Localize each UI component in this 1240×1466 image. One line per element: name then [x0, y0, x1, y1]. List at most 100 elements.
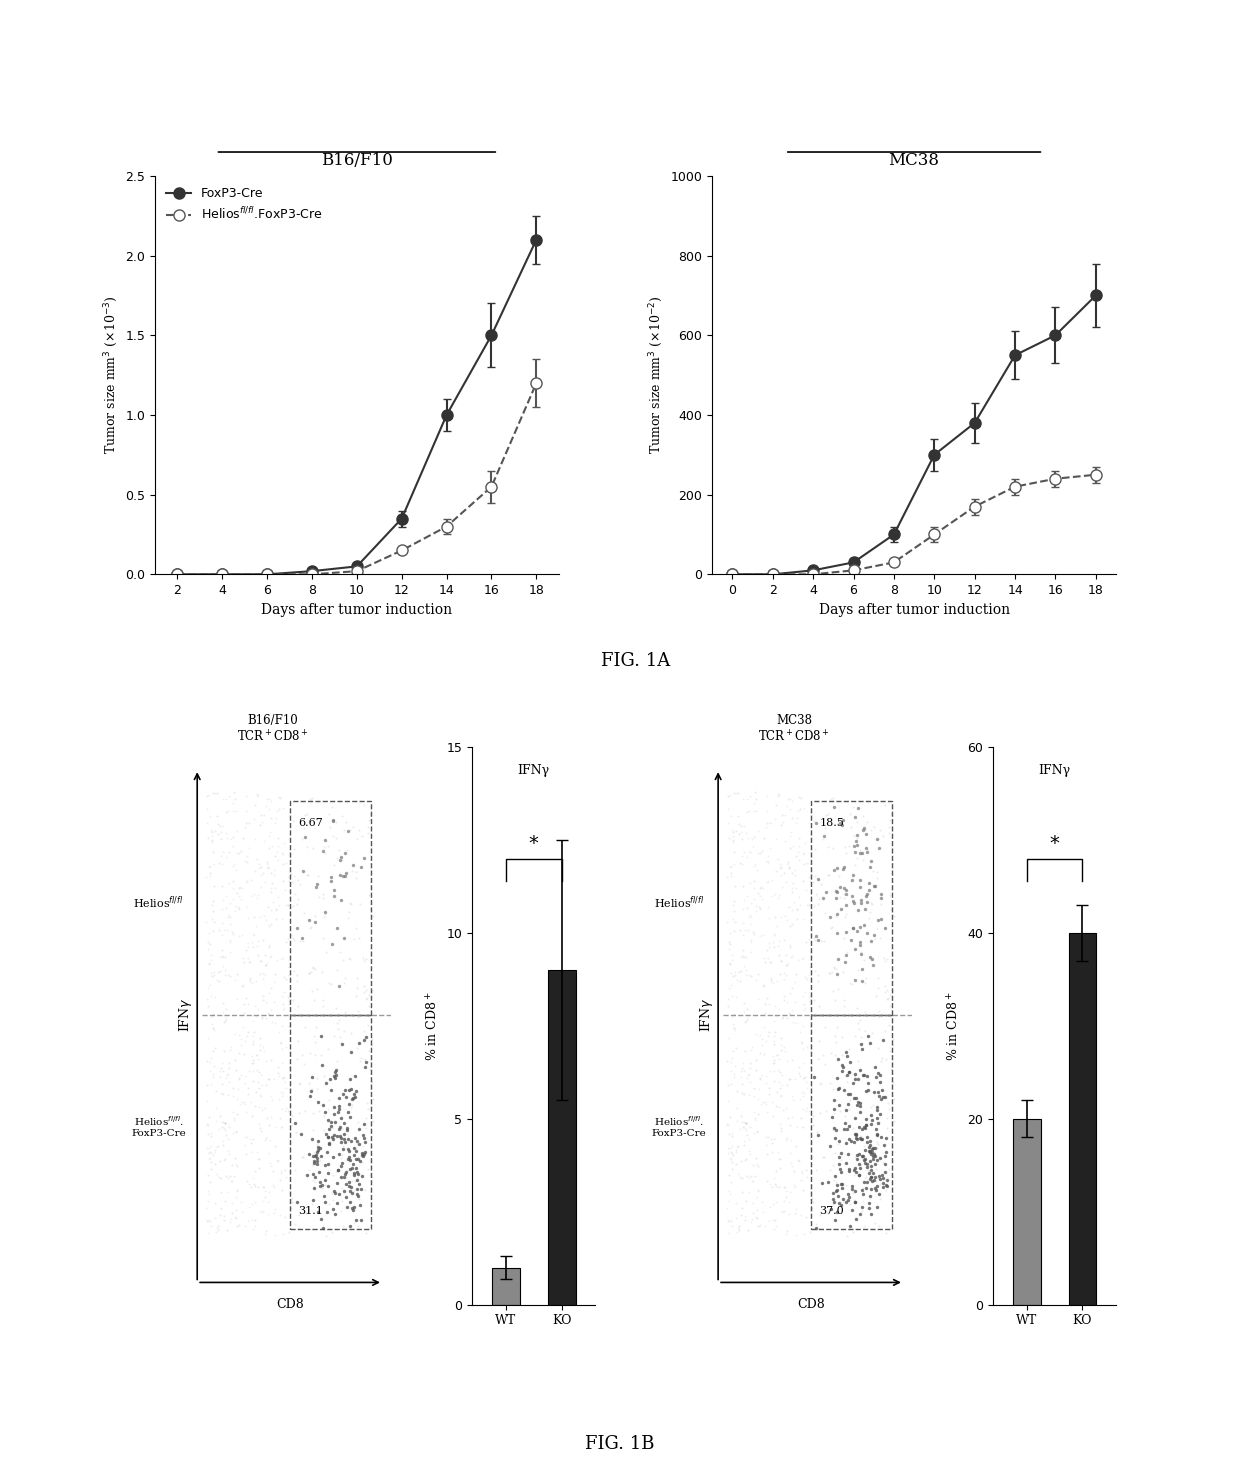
Point: [828, 1132, 848, 1155]
Point: [325, 1060, 345, 1083]
Point: [255, 909, 275, 932]
Point: [759, 1209, 779, 1233]
Bar: [811, 1014, 892, 1229]
Point: [347, 1000, 367, 1023]
Point: [784, 834, 804, 858]
Point: [857, 890, 877, 913]
Point: [811, 1101, 831, 1124]
Point: [210, 1064, 229, 1088]
Point: [785, 859, 805, 883]
Point: [811, 872, 831, 896]
Point: [740, 928, 760, 951]
Point: [779, 896, 799, 919]
Point: [880, 1058, 900, 1082]
Point: [308, 978, 327, 1001]
Point: [856, 1000, 875, 1023]
Point: [874, 1085, 894, 1108]
Point: [247, 934, 267, 957]
Point: [782, 1048, 802, 1072]
Point: [750, 1067, 770, 1091]
Point: [211, 1057, 231, 1080]
Point: [857, 837, 877, 861]
Point: [744, 1108, 764, 1132]
Point: [801, 1039, 821, 1063]
Point: [234, 1214, 254, 1237]
Point: [327, 1192, 347, 1215]
Point: [719, 825, 739, 849]
Point: [861, 1129, 880, 1152]
Point: [259, 836, 279, 859]
Point: [838, 834, 858, 858]
Point: [267, 899, 286, 922]
Point: [724, 1004, 744, 1028]
Point: [224, 780, 244, 803]
Point: [831, 1193, 851, 1217]
Point: [279, 1126, 299, 1149]
Point: [250, 1083, 270, 1107]
Point: [332, 1189, 352, 1212]
Point: [221, 905, 241, 928]
Point: [273, 1066, 293, 1089]
Point: [205, 1192, 224, 1215]
Point: [268, 834, 288, 858]
Point: [771, 1038, 791, 1061]
Point: [201, 949, 221, 972]
Point: [766, 913, 786, 937]
Point: [280, 1132, 300, 1155]
Point: [846, 1160, 866, 1183]
Point: [723, 821, 743, 844]
Point: [197, 1142, 217, 1165]
Point: [229, 1067, 249, 1091]
Point: [835, 1117, 854, 1141]
Point: [766, 1215, 786, 1239]
Point: [259, 981, 279, 1004]
Point: [746, 1048, 766, 1072]
Point: [724, 1019, 744, 1042]
Point: [870, 1187, 890, 1211]
Point: [820, 962, 839, 985]
Point: [722, 1146, 742, 1170]
Point: [293, 1044, 312, 1067]
Point: [303, 1102, 322, 1126]
Point: [340, 1215, 360, 1239]
Point: [864, 1080, 884, 1104]
Point: [753, 973, 773, 997]
Point: [836, 1119, 856, 1142]
Point: [790, 1020, 810, 1044]
Point: [263, 1173, 283, 1196]
Point: [238, 931, 258, 954]
Point: [872, 1088, 892, 1111]
Point: [259, 934, 279, 957]
Point: [229, 884, 249, 907]
Point: [797, 1165, 817, 1189]
Point: [763, 1141, 782, 1164]
Point: [775, 905, 795, 928]
Point: [341, 1095, 361, 1119]
Point: [737, 1111, 756, 1135]
Point: [852, 957, 872, 981]
Point: [213, 1082, 233, 1105]
Point: [734, 1082, 754, 1105]
Point: [360, 808, 379, 831]
Point: [255, 1185, 275, 1208]
Point: [882, 897, 901, 921]
Point: [858, 839, 878, 862]
Point: [882, 802, 901, 825]
Point: [244, 1020, 264, 1044]
Point: [253, 862, 273, 885]
Point: [311, 1025, 331, 1048]
Point: [717, 910, 737, 934]
Point: [883, 1034, 903, 1057]
Point: [203, 781, 223, 805]
Point: [723, 965, 743, 988]
Point: [299, 962, 319, 985]
Point: [756, 1133, 776, 1157]
Point: [742, 941, 761, 965]
Point: [255, 1097, 275, 1120]
Point: [800, 893, 820, 916]
Point: [769, 1047, 789, 1070]
Point: [203, 1063, 223, 1086]
Point: [319, 1132, 339, 1155]
Point: [837, 1063, 857, 1086]
Point: [249, 856, 269, 880]
